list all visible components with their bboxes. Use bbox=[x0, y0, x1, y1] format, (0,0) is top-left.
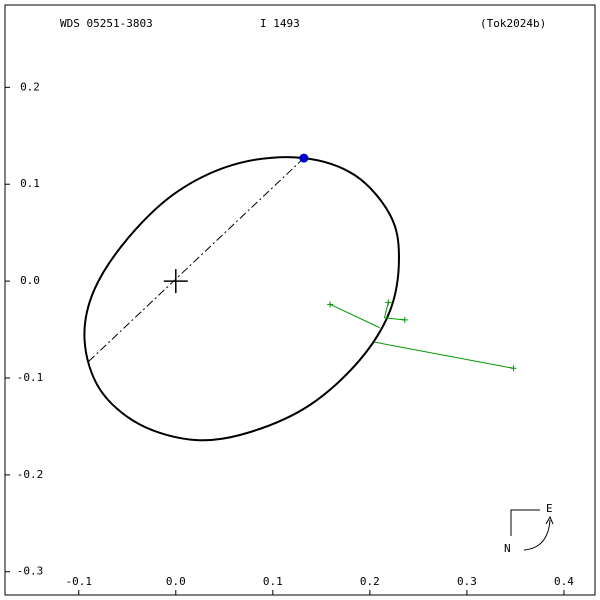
residual bbox=[374, 341, 514, 369]
x-tick-label: 0.2 bbox=[360, 575, 380, 588]
orbit bbox=[83, 156, 400, 442]
chart-subtitle: I 1493 bbox=[260, 17, 300, 30]
primary-star bbox=[163, 269, 188, 294]
compass-north: N bbox=[504, 542, 511, 555]
y-tick-label: -0.1 bbox=[17, 371, 44, 384]
periastron bbox=[299, 153, 309, 163]
chart-title: WDS 05251-3803 bbox=[60, 17, 153, 30]
observation bbox=[327, 301, 334, 308]
x-tick-label: 0.3 bbox=[457, 575, 477, 588]
compass-arrow bbox=[523, 519, 551, 551]
reference: (Tok2024b) bbox=[480, 17, 546, 30]
y-tick-label: 0.0 bbox=[20, 274, 40, 287]
residual bbox=[383, 302, 389, 319]
residual bbox=[384, 317, 405, 321]
x-tick-label: -0.1 bbox=[66, 575, 93, 588]
compass-axes bbox=[510, 509, 540, 536]
x-tick-label: 0.1 bbox=[263, 575, 283, 588]
observation bbox=[510, 365, 517, 372]
residual bbox=[329, 303, 380, 329]
observation bbox=[401, 316, 408, 323]
y-tick-label: 0.2 bbox=[20, 80, 40, 93]
x-tick-label: 0.4 bbox=[554, 575, 574, 588]
observation bbox=[385, 299, 392, 306]
y-tick-label: -0.3 bbox=[17, 565, 44, 578]
y-tick-label: -0.2 bbox=[17, 468, 44, 481]
frame bbox=[4, 4, 596, 596]
y-tick-label: 0.1 bbox=[20, 177, 40, 190]
compass-arrowhead bbox=[545, 515, 554, 525]
compass-east: E bbox=[546, 502, 553, 515]
line-of-apsides bbox=[87, 157, 305, 363]
x-tick-label: 0.0 bbox=[166, 575, 186, 588]
